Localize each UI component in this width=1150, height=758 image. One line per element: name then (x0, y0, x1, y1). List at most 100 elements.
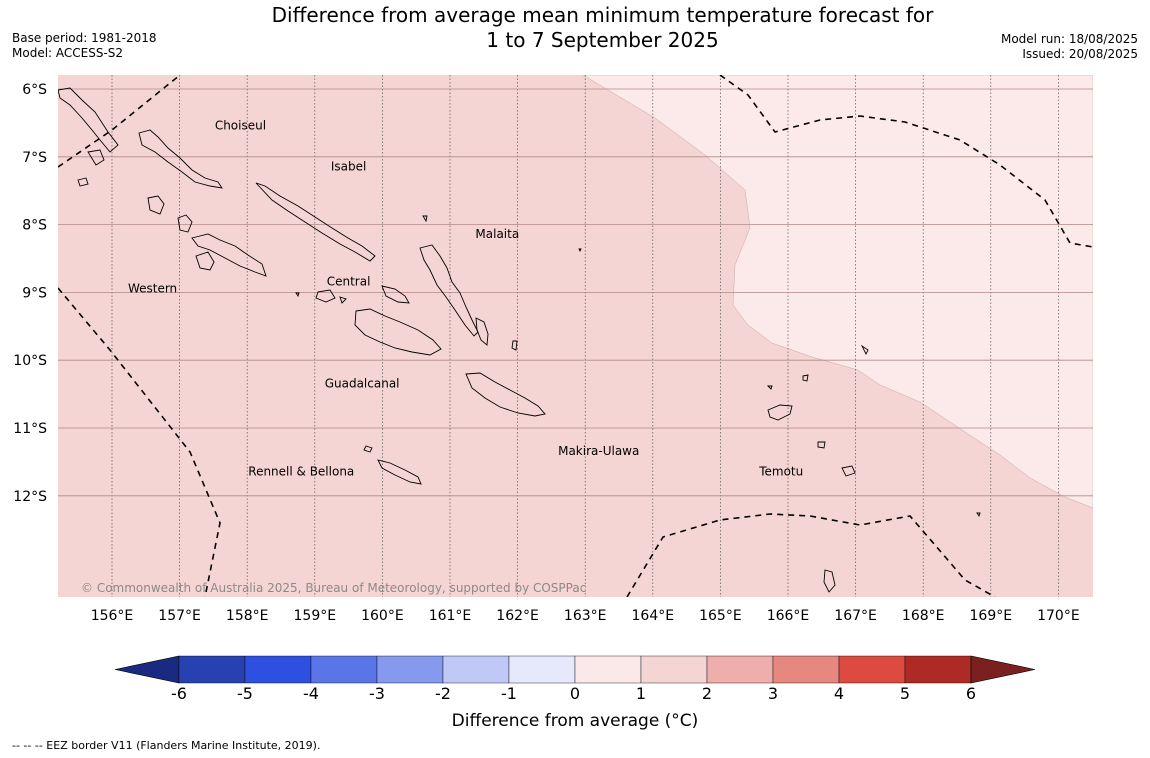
island-rendova (195, 251, 215, 271)
colorbar-segment (310, 655, 378, 684)
province-label: Temotu (758, 464, 803, 478)
meta-right: Model run: 18/08/2025 Issued: 20/08/2025 (1001, 32, 1138, 62)
lon-tick-label: 160°E (361, 608, 404, 624)
coastlines (58, 87, 981, 593)
lon-tick-label: 162°E (496, 608, 539, 624)
colorbar-segment (244, 655, 312, 684)
island-russell (381, 285, 410, 304)
colorbar-segment (640, 655, 708, 684)
colorbar-tick: -6 (171, 684, 187, 700)
base-period: Base period: 1981-2018 (12, 31, 157, 45)
lon-tick-label: 167°E (834, 608, 877, 624)
island-new-georgia (177, 214, 267, 277)
island-vanikoro (841, 465, 856, 477)
eez-border (58, 75, 1093, 597)
colorbar-tick: -1 (501, 684, 517, 700)
island-small-malaita (475, 317, 489, 346)
colorbar-tick: 1 (636, 684, 646, 700)
model-run: Model run: 18/08/2025 (1000, 32, 1138, 46)
lat-tick-label: 7°S (22, 150, 47, 166)
eez-legend-note: -- -- -- EEZ border V11 (Flanders Marine… (12, 739, 321, 752)
colorbar-segment (904, 655, 972, 684)
colorbar-segment (376, 655, 444, 684)
island-tikopia (823, 569, 836, 593)
lon-tick-label: 170°E (1037, 608, 1080, 624)
lat-tick-label: 11°S (13, 421, 47, 437)
graticule (58, 75, 1093, 597)
island-bellona (363, 445, 373, 453)
island-vella-lavella (147, 195, 165, 215)
latitude-labels: 6°S 7°S 8°S 9°S 10°S 11°S 12°S (13, 82, 47, 505)
colorbar-title: Difference from average (°C) (451, 711, 699, 731)
colorbar-segment (706, 655, 774, 684)
colorbar-segment (772, 655, 840, 684)
longitude-labels: 156°E 157°E 158°E 159°E 160°E 161°E 162°E 163°E… (91, 608, 1080, 624)
lon-tick-label: 161°E (429, 608, 472, 624)
lon-tick-label: 164°E (632, 608, 675, 624)
island-reef (766, 374, 809, 390)
colorbar-segment (838, 655, 906, 684)
map-title: Difference from average mean minimum tem… (230, 3, 975, 53)
island-rennell (377, 459, 422, 485)
lon-tick-label: 157°E (158, 608, 201, 624)
colorbar-tick: 5 (900, 684, 910, 700)
colorbar-segment (574, 655, 642, 684)
lon-tick-label: 168°E (902, 608, 945, 624)
lon-tick-label: 159°E (294, 608, 337, 624)
model-name: Model: ACCESS-S2 (12, 46, 124, 60)
colorbar-extend-low (114, 655, 180, 684)
copyright-notice: © Commonwealth of Australia 2025, Bureau… (81, 581, 586, 595)
island-makira (465, 372, 546, 417)
colorbar-tick: 4 (834, 684, 844, 700)
province-label: Choiseul (215, 119, 266, 133)
colorbar-tick: 2 (702, 684, 712, 700)
province-label: Isabel (331, 159, 366, 173)
province-label: Western (128, 281, 177, 295)
island-misc (295, 215, 582, 351)
province-labels: Choiseul Isabel Malaita Western Central Guada… (128, 119, 803, 479)
island-shortlands (58, 87, 119, 166)
lat-tick-label: 6°S (22, 82, 47, 98)
colorbar-tick: -5 (237, 684, 253, 700)
issued-date: Issued: 20/08/2025 (1022, 47, 1138, 61)
island-choiseul (138, 129, 223, 189)
province-label: Makira-Ulawa (558, 444, 639, 458)
lat-tick-label: 10°S (13, 353, 47, 369)
lat-tick-label: 8°S (22, 218, 47, 234)
meta-left: Base period: 1981-2018 Model: ACCESS-S2 (12, 31, 157, 61)
colorbar-extend-high (970, 655, 1036, 684)
lon-tick-label: 165°E (699, 608, 742, 624)
colorbar (114, 655, 1036, 684)
island-santa-cruz (767, 404, 793, 421)
lon-tick-label: 156°E (91, 608, 134, 624)
lon-tick-label: 158°E (226, 608, 269, 624)
colorbar-tick-labels: -6 -5 -4 -3 -2 -1 0 1 2 3 4 5 6 (171, 684, 976, 700)
forecast-map: Choiseul Isabel Malaita Western Central Guada… (13, 75, 1093, 700)
colorbar-tick: -3 (369, 684, 385, 700)
lon-tick-label: 163°E (564, 608, 607, 624)
island-utupua (817, 441, 826, 449)
lat-tick-label: 9°S (22, 285, 47, 301)
lon-tick-label: 169°E (970, 608, 1013, 624)
colorbar-segment (508, 655, 576, 684)
province-label: Guadalcanal (325, 376, 400, 390)
island-anuta (860, 344, 981, 518)
province-label: Malaita (475, 227, 519, 241)
title-line-1: Difference from average mean minimum tem… (271, 3, 934, 27)
anomaly-zone-0-to-1 (582, 75, 1093, 509)
title-line-2: 1 to 7 September 2025 (486, 28, 719, 52)
island-guadalcanal (354, 308, 442, 356)
lon-tick-label: 166°E (767, 608, 810, 624)
colorbar-tick: -2 (435, 684, 451, 700)
colorbar-tick: 6 (966, 684, 976, 700)
colorbar-tick: 3 (768, 684, 778, 700)
province-label: Rennell & Bellona (248, 464, 354, 478)
colorbar-tick: 0 (570, 684, 580, 700)
colorbar-segment (178, 655, 246, 684)
colorbar-segment (442, 655, 510, 684)
island-florida (315, 289, 347, 304)
island-treasury (77, 177, 89, 187)
colorbar-tick: -4 (303, 684, 319, 700)
lat-tick-label: 12°S (13, 489, 47, 505)
island-isabel (255, 182, 376, 262)
